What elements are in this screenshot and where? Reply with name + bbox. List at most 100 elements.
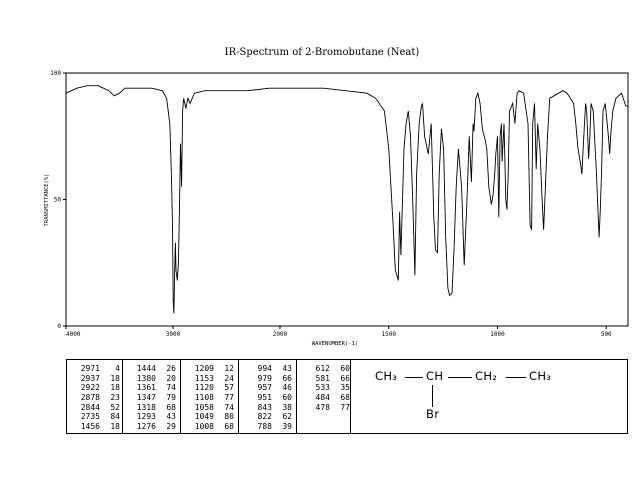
peak-table-row: 1008 68	[188, 422, 238, 432]
peak-table-row: 951 60	[246, 393, 296, 403]
peak-transmittance: 68	[224, 422, 234, 432]
peak-table-row: 2878 23	[74, 393, 122, 403]
peak-transmittance: 66	[340, 373, 350, 383]
molecule-structure: CH₃ CH CH₂ CH₃ Br	[351, 360, 627, 433]
structure-bond	[432, 385, 433, 407]
series-line	[65, 85, 628, 314]
x-tick-label: 2000	[273, 331, 288, 338]
peak-wavenumber: 1008	[194, 422, 214, 432]
peak-wavenumber: 581	[315, 373, 330, 383]
peak-wavenumber: 822	[257, 412, 272, 422]
peak-transmittance: 60	[282, 393, 292, 403]
peak-wavenumber: 2735	[80, 412, 100, 422]
peak-transmittance: 23	[110, 393, 120, 403]
peak-transmittance: 79	[166, 393, 176, 403]
peak-wavenumber: 788	[257, 422, 272, 432]
peak-table-row: 1209 12	[188, 364, 238, 374]
peak-table-row: 1293 43	[130, 412, 180, 422]
peak-table-row: 2735 84	[74, 412, 122, 422]
peak-wavenumber: 1153	[194, 373, 214, 383]
peak-transmittance: 52	[110, 402, 120, 412]
peak-table-row: 2971 4	[74, 364, 122, 374]
y-axis-label: TRANSMITTANCE(%)	[44, 174, 50, 227]
structure-bond	[506, 377, 526, 378]
peak-wavenumber: 979	[257, 373, 272, 383]
peak-transmittance: 39	[282, 422, 292, 432]
peak-transmittance: 66	[282, 373, 292, 383]
peak-transmittance: 68	[166, 402, 176, 412]
peak-transmittance: 60	[340, 364, 350, 373]
plot-border	[65, 72, 629, 327]
peak-table-row: 484 68	[304, 393, 350, 403]
structure-ch3-left: CH₃	[375, 369, 398, 383]
peak-table-row: 533 35	[304, 383, 350, 393]
peak-table-row: 1276 29	[130, 422, 180, 432]
peak-table-row: 822 62	[246, 412, 296, 422]
x-tick-label: 3000	[166, 331, 181, 338]
structure-ch3-right: CH₃	[529, 369, 552, 383]
peak-transmittance: 84	[110, 412, 120, 422]
peak-table: 2971 4 2937 18 2922 18 2878 23 2844 52 2735 84 1456 1…	[66, 359, 628, 434]
peak-table-column: 612 60 581 66 533 35 484 68 478 77	[297, 360, 351, 433]
peak-transmittance: 18	[110, 422, 120, 432]
chart-title: IR-Spectrum of 2-Bromobutane (Neat)	[224, 47, 420, 58]
peak-table-row: 1318 68	[130, 403, 180, 413]
peak-wavenumber: 1318	[136, 402, 156, 412]
x-axis-label: WAVENUMBER(-1)	[312, 341, 358, 347]
peak-transmittance: 74	[166, 383, 176, 393]
x-tick-label: 4000	[66, 331, 81, 338]
peak-wavenumber: 1361	[136, 383, 156, 393]
peak-table-column: 994 43 979 66 957 46 951 60 843 38 822 62 788 39	[239, 360, 297, 433]
peak-table-row: 1108 77	[188, 393, 238, 403]
peak-table-row: 1120 57	[188, 383, 238, 393]
peak-table-row: 1049 80	[188, 412, 238, 422]
peak-wavenumber: 2971	[80, 364, 100, 373]
peak-table-row: 581 66	[304, 374, 350, 384]
peak-wavenumber: 1049	[194, 412, 214, 422]
peak-transmittance: 18	[110, 373, 120, 383]
peak-table-row: 478 77	[304, 403, 350, 413]
peak-transmittance: 20	[166, 373, 176, 383]
peak-transmittance: 77	[340, 402, 350, 412]
structure-ch: CH	[426, 369, 444, 383]
x-tick-label: 500	[601, 331, 612, 338]
peak-table-row: 1456 18	[74, 422, 122, 432]
peak-wavenumber: 957	[257, 383, 272, 393]
peak-transmittance: 12	[224, 364, 234, 373]
peak-wavenumber: 1276	[136, 422, 156, 432]
peak-table-row: 979 66	[246, 374, 296, 384]
peak-wavenumber: 2922	[80, 383, 100, 393]
peak-wavenumber: 1456	[80, 422, 100, 432]
peak-table-row: 843 38	[246, 403, 296, 413]
peak-wavenumber: 1120	[194, 383, 214, 393]
peak-wavenumber: 1380	[136, 373, 156, 383]
peak-transmittance: 43	[282, 364, 292, 373]
peak-transmittance: 4	[115, 364, 120, 373]
peak-table-column: 1209 12 1153 24 1120 57 1108 77 1058 74 1049 80 1008…	[181, 360, 239, 433]
peak-wavenumber: 2878	[80, 393, 100, 403]
peak-wavenumber: 533	[315, 383, 330, 393]
peak-transmittance: 62	[282, 412, 292, 422]
peak-table-row: 1380 20	[130, 374, 180, 384]
peak-transmittance: 68	[340, 393, 350, 403]
peak-transmittance: 26	[166, 364, 176, 373]
peak-wavenumber: 1444	[136, 364, 156, 373]
peak-wavenumber: 2844	[80, 402, 100, 412]
peak-wavenumber: 1058	[194, 402, 214, 412]
peak-wavenumber: 1347	[136, 393, 156, 403]
peak-wavenumber: 843	[257, 402, 272, 412]
peak-table-row: 2844 52	[74, 403, 122, 413]
peak-transmittance: 80	[224, 412, 234, 422]
peak-transmittance: 35	[340, 383, 350, 393]
peak-table-row: 2937 18	[74, 374, 122, 384]
peak-transmittance: 77	[224, 393, 234, 403]
peak-wavenumber: 951	[257, 393, 272, 403]
plot-frame	[65, 72, 629, 327]
structure-substituent: Br	[426, 407, 440, 421]
peak-wavenumber: 1293	[136, 412, 156, 422]
y-tick-label: 100	[50, 70, 61, 77]
peak-table-row: 1153 24	[188, 374, 238, 384]
peak-wavenumber: 1209	[194, 364, 214, 373]
x-tick-label: 1500	[382, 331, 397, 338]
